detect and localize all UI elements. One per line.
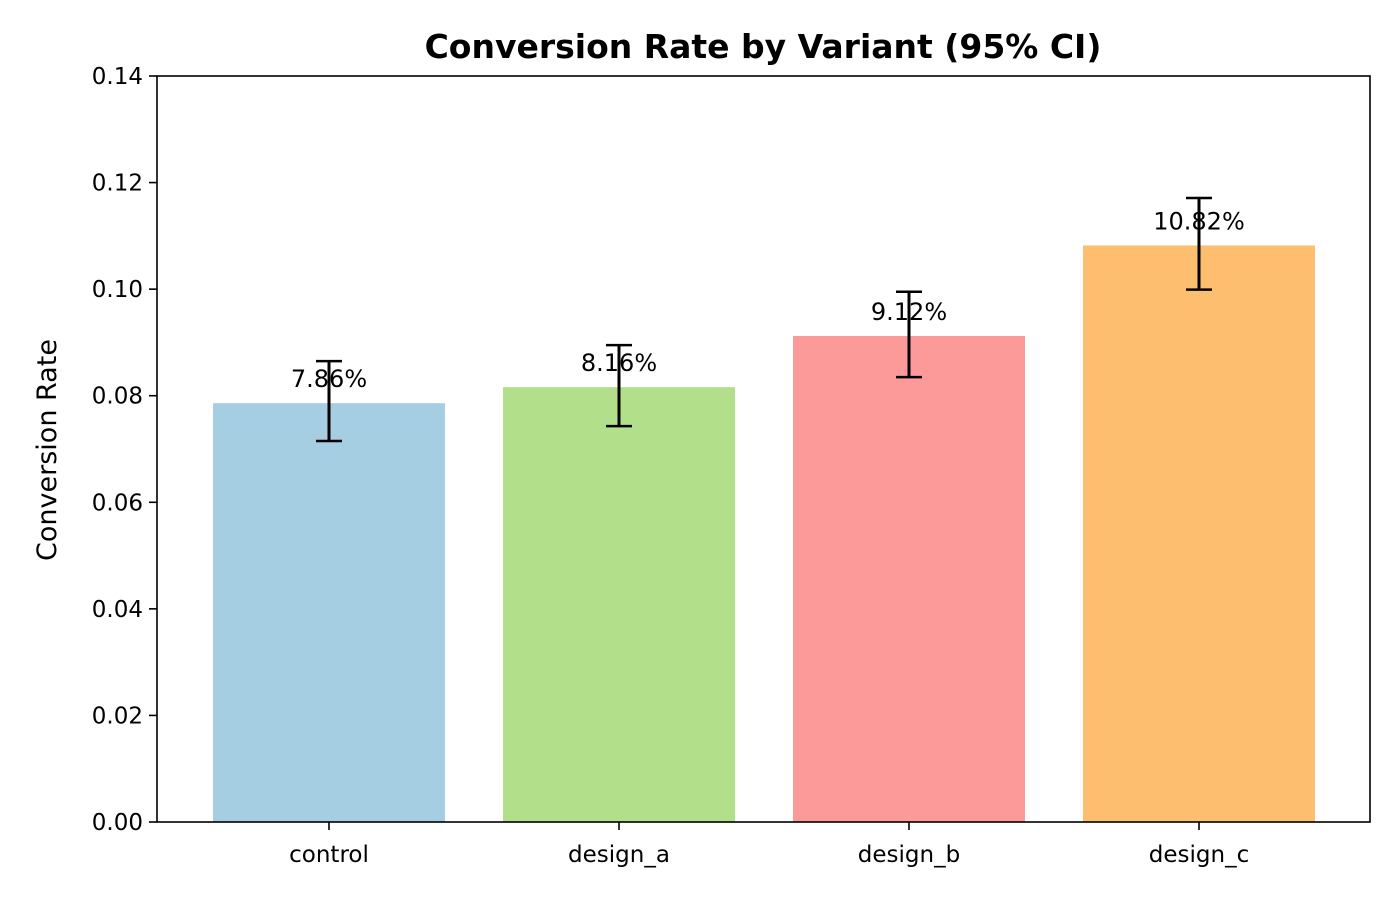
x-tick-label-control: control — [289, 842, 369, 868]
bar-design_c — [1083, 245, 1315, 822]
y-tick-label: 0.06 — [92, 490, 143, 516]
y-tick-label: 0.04 — [92, 597, 143, 623]
error-bar-control — [316, 359, 342, 443]
error-bar-design_c — [1186, 196, 1212, 291]
y-tick-label: 0.14 — [92, 64, 143, 90]
y-tick-label: 0.10 — [92, 277, 143, 303]
y-tick-label: 0.02 — [92, 703, 143, 729]
plot-area: 7.86% 8.16% 9.12% 10.82% 0.00 0.02 0.04 0.06 0.0… — [92, 64, 1371, 868]
error-bar-design_b — [896, 290, 922, 379]
bar-design_a — [503, 387, 735, 822]
value-label-design_a: 8.16% — [581, 349, 657, 377]
x-tick-label-design_c: design_c — [1149, 842, 1249, 868]
value-label-design_b: 9.12% — [871, 298, 947, 326]
x-tick-label-design_b: design_b — [858, 842, 960, 868]
value-label-control: 7.86% — [291, 365, 367, 393]
error-bar-design_a — [606, 343, 632, 428]
x-tick-label-design_a: design_a — [568, 842, 670, 868]
bar-control — [213, 403, 445, 822]
y-tick-label: 0.08 — [92, 384, 143, 410]
y-tick-label: 0.00 — [92, 810, 143, 836]
value-label-design_c: 10.82% — [1153, 207, 1245, 235]
chart-title: Conversion Rate by Variant (95% CI) — [425, 27, 1102, 66]
y-tick-label: 0.12 — [92, 171, 143, 197]
bar-design_b — [793, 336, 1025, 822]
axes-frame — [156, 75, 1371, 823]
y-axis-label: Conversion Rate — [32, 339, 63, 561]
